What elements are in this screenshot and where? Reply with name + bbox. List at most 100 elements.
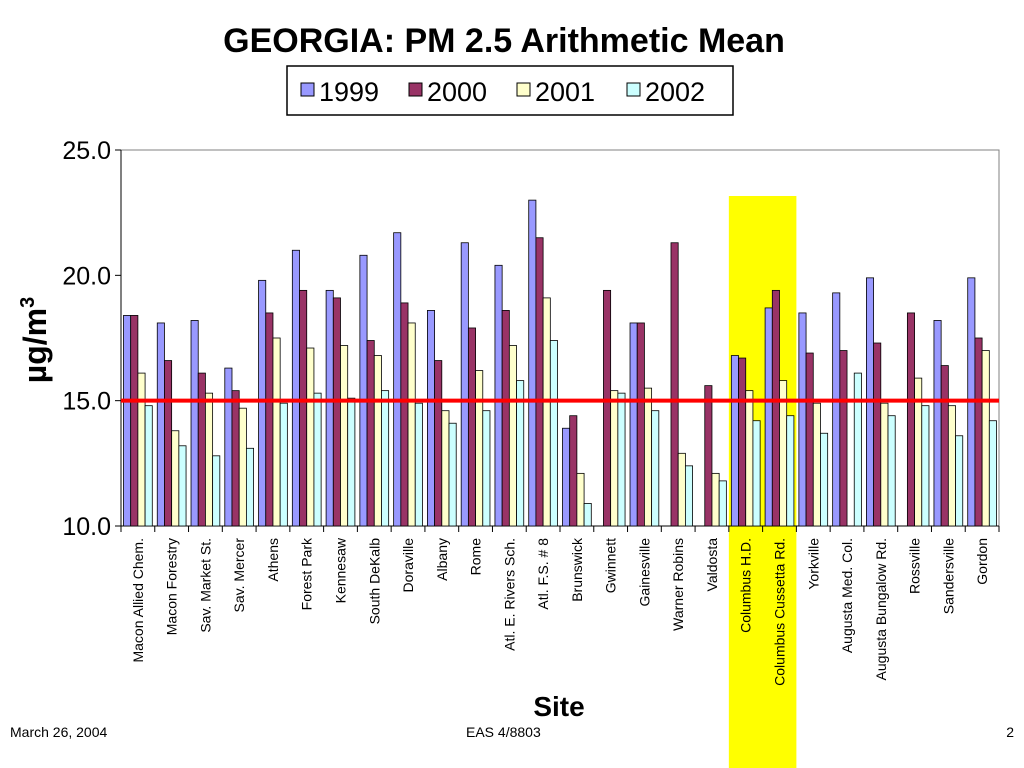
x-tick-label-columbus-cussetta-rd: Columbus Cussetta Rd. (772, 538, 788, 686)
x-tick-label-yorkville: Yorkville (805, 538, 821, 590)
bar-1999-sandersville (933, 320, 942, 527)
bar-1999-athens (258, 279, 267, 527)
bar-2000-gainesville (636, 322, 645, 527)
x-tick-label-sandersville: Sandersville (940, 538, 956, 614)
bar-2002-sav-market-st (212, 455, 221, 527)
bar-2002-kennesaw (347, 397, 356, 527)
legend-box (286, 65, 734, 116)
x-tick-label-gwinnett: Gwinnett (603, 538, 619, 593)
bar-2001-columbus-h-d (745, 390, 754, 527)
bar-2002-valdosta (718, 480, 727, 527)
bar-2001-augusta-bungalow-rd (880, 402, 889, 527)
bar-2000-forest-park (299, 289, 308, 527)
x-tick-label-rome: Rome (468, 538, 484, 576)
bar-2002-augusta-med-col (853, 372, 862, 527)
bar-2002-rossville (921, 405, 930, 527)
bar-1999-forest-park (291, 249, 300, 527)
bar-2001-atl-f-s-8 (542, 297, 551, 527)
bar-2000-kennesaw (332, 297, 341, 527)
bar-2000-sav-mercer (231, 390, 240, 527)
bar-2002-gordon (988, 420, 997, 527)
legend-label-1999: 1999 (319, 77, 379, 107)
bar-2001-gwinnett (610, 390, 619, 527)
bar-2002-south-dekalb (381, 390, 390, 527)
bar-2000-macon-forestry (164, 360, 173, 527)
legend-label-2001: 2001 (535, 77, 595, 107)
x-tick-label-rossville: Rossville (907, 538, 923, 594)
bar-2000-brunswick (569, 415, 578, 527)
bar-2000-doraville (400, 302, 409, 527)
bar-1999-macon-forestry (156, 322, 165, 527)
bar-2001-doraville (407, 322, 416, 527)
bar-2001-warner-robins (677, 452, 686, 527)
bar-2002-rome (482, 410, 491, 527)
bar-2002-gwinnett (617, 392, 626, 527)
bar-2001-atl-e-rivers-sch (508, 345, 517, 527)
x-tick-label-albany: Albany (434, 538, 450, 581)
bar-1999-sav-mercer (224, 367, 233, 527)
x-tick-label-macon-forestry: Macon Forestry (164, 538, 180, 635)
bar-2002-gainesville (651, 410, 660, 527)
y-tick-label: 15.0 (62, 388, 111, 416)
x-tick-label-gordon: Gordon (974, 538, 990, 585)
x-tick-label-macon-allied-chem: Macon Allied Chem. (130, 538, 146, 663)
y-tick-label: 10.0 (62, 513, 111, 541)
bar-1999-yorkville (798, 312, 807, 527)
bar-2001-gordon (981, 350, 990, 527)
bar-2002-atl-f-s-8 (549, 340, 558, 527)
x-tick-label-brunswick: Brunswick (569, 537, 585, 602)
bar-2002-brunswick (583, 503, 592, 527)
bar-1999-columbus-cussetta-rd (764, 307, 773, 527)
bar-1999-atl-e-rivers-sch (494, 264, 503, 527)
bar-2000-sav-market-st (197, 372, 206, 527)
footer-course: EAS 4/8803 (466, 724, 541, 740)
bar-2002-yorkville (820, 432, 829, 527)
bar-2001-gainesville (644, 387, 653, 527)
bar-1999-rome (460, 242, 469, 527)
x-tick-label-warner-robins: Warner Robins (670, 538, 686, 631)
bar-2002-doraville (414, 402, 423, 527)
bar-2000-macon-allied-chem (130, 315, 139, 527)
x-tick-label-gainesville: Gainesville (636, 538, 652, 607)
bar-2001-rome (475, 370, 484, 527)
bar-1999-south-dekalb (359, 254, 368, 527)
bar-2000-valdosta (704, 385, 713, 527)
bar-2001-brunswick (576, 472, 585, 527)
bar-1999-doraville (393, 232, 402, 527)
bar-2000-augusta-bungalow-rd (873, 342, 882, 527)
legend-swatch-2001 (516, 82, 531, 97)
legend-swatch-1999 (300, 82, 315, 97)
bar-2000-columbus-cussetta-rd (771, 289, 780, 527)
bar-2002-macon-allied-chem (144, 405, 153, 527)
x-tick-label-atl-f-s-8: Atl. F.S. # 8 (535, 538, 551, 610)
bar-2001-macon-allied-chem (137, 372, 146, 527)
bar-2002-albany (448, 422, 457, 527)
bar-2001-kennesaw (340, 345, 349, 527)
y-tick-label: 25.0 (62, 137, 111, 165)
y-tick-label: 20.0 (62, 262, 111, 290)
bar-2001-albany (441, 410, 450, 527)
bar-2001-macon-forestry (171, 430, 180, 527)
bar-2002-atl-e-rivers-sch (516, 380, 525, 527)
bar-2000-rome (467, 327, 476, 527)
bar-1999-atl-f-s-8 (528, 199, 537, 527)
x-tick-label-atl-e-rivers-sch: Atl. E. Rivers Sch. (501, 538, 517, 651)
bar-1999-augusta-med-col (832, 292, 841, 527)
bar-2002-forest-park (313, 392, 322, 527)
x-tick-label-forest-park: Forest Park (299, 537, 315, 610)
y-axis-label-superscript: 3 (17, 297, 39, 308)
bar-2002-columbus-cussetta-rd (786, 415, 795, 527)
legend-label-2002: 2002 (645, 77, 705, 107)
bar-2001-sav-market-st (205, 392, 214, 527)
legend: 1999 2000 2001 2002 (286, 65, 734, 116)
bar-2002-macon-forestry (178, 445, 187, 527)
bar-1999-brunswick (562, 427, 571, 527)
bar-2000-columbus-h-d (738, 357, 747, 527)
bar-2000-atl-e-rivers-sch (501, 310, 510, 527)
bar-2001-yorkville (812, 402, 821, 527)
y-axis-label: µg/m3 (17, 297, 53, 383)
bar-2000-warner-robins (670, 242, 679, 527)
bar-2001-south-dekalb (373, 355, 382, 527)
bar-1999-albany (427, 310, 436, 527)
